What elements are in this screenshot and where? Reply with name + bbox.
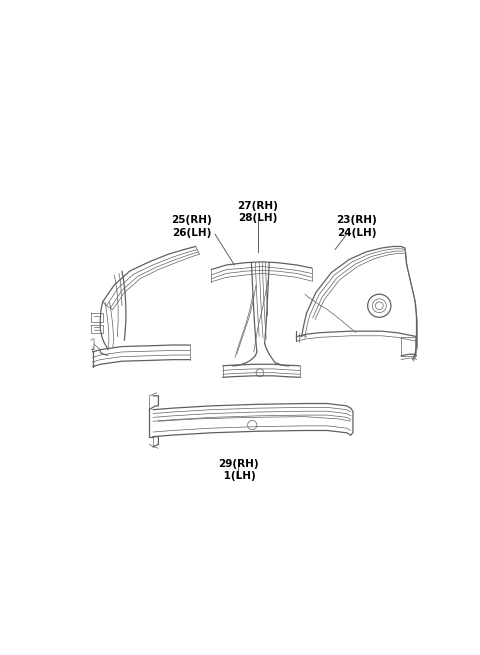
Text: 29(RH)
 1(LH): 29(RH) 1(LH) — [218, 458, 259, 481]
Text: 23(RH)
24(LH): 23(RH) 24(LH) — [336, 215, 377, 238]
Text: 27(RH)
28(LH): 27(RH) 28(LH) — [237, 200, 278, 223]
Text: 25(RH)
26(LH): 25(RH) 26(LH) — [171, 215, 212, 238]
